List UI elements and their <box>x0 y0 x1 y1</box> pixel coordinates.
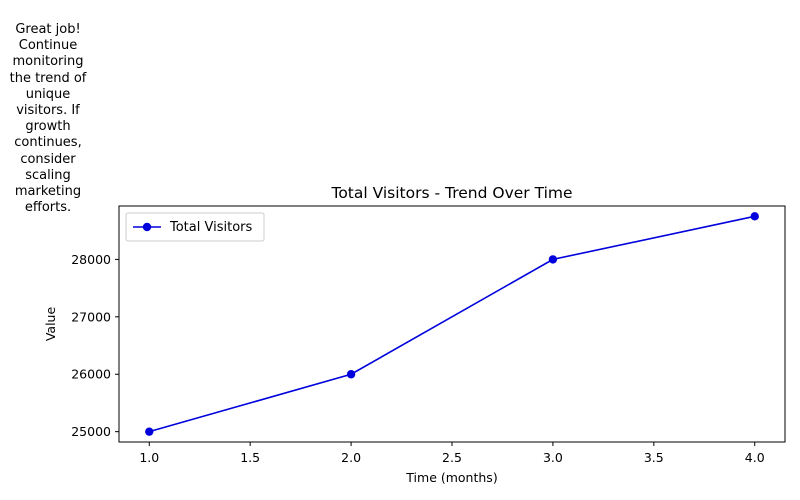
legend-marker <box>142 222 152 232</box>
y-tick-label: 26000 <box>71 367 111 382</box>
data-point <box>346 370 356 379</box>
data-point <box>750 212 759 221</box>
x-axis: 1.0 1.5 2.0 2.5 3.0 3.5 4.0 <box>139 442 765 465</box>
series-line <box>149 215 755 433</box>
x-tick-label: 3.0 <box>543 450 563 465</box>
x-tick-label: 4.0 <box>745 450 765 465</box>
y-axis: 25000 26000 27000 28000 <box>71 252 119 439</box>
legend-box <box>125 212 265 242</box>
data-point <box>145 427 154 436</box>
y-tick-label: 28000 <box>71 252 111 267</box>
legend-label: Total Visitors <box>169 220 252 235</box>
chart-title: Total Visitors - Trend Over Time <box>330 184 572 202</box>
y-tick-label: 27000 <box>71 309 111 324</box>
x-axis-label: Time (months) <box>405 470 497 485</box>
x-tick-label: 3.5 <box>644 450 664 465</box>
data-point <box>548 255 558 264</box>
legend: Total Visitors <box>125 212 265 242</box>
recommendation-text: Great job! Continue monitoring the trend… <box>9 22 87 216</box>
x-tick-label: 2.5 <box>442 450 462 465</box>
x-tick-label: 1.5 <box>240 450 260 465</box>
y-tick-label: 25000 <box>71 424 111 439</box>
y-axis-label: Value <box>43 307 58 342</box>
series-layer <box>145 212 759 436</box>
x-tick-label: 1.0 <box>139 450 159 465</box>
x-tick-label: 2.0 <box>341 450 361 465</box>
